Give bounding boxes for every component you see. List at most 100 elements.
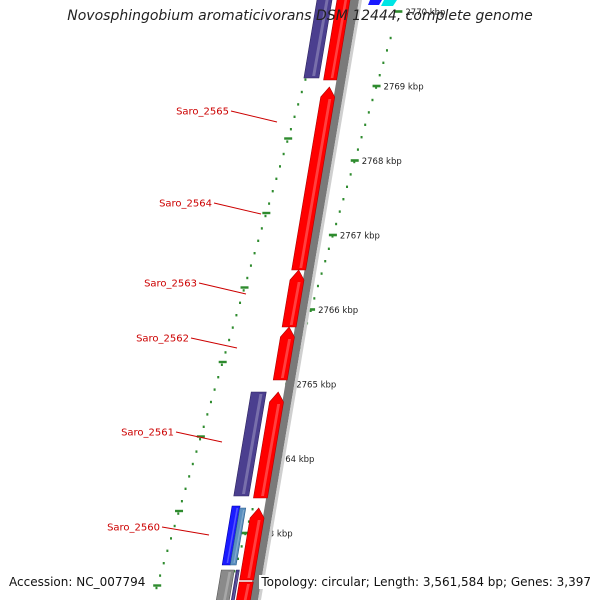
genome-backbone [249,0,359,600]
ring-dot [202,425,205,428]
ring-dot [382,61,385,64]
reverse-gene [368,0,382,5]
gene-label-leader [230,110,278,123]
ring-dot [313,297,316,300]
ring-major-tick [328,233,337,237]
gene-label-leader [161,526,210,536]
ring-dot [371,98,374,102]
forward-gene [281,269,305,328]
forward-gene-shine [289,282,301,325]
ring-dot [224,351,227,354]
ring-dot [239,301,242,304]
ring-dot [327,247,330,250]
ring-dot [251,508,254,511]
accession-text: Accession: NC_007794 [9,575,146,589]
ring-dot [375,86,378,89]
ring-minor-tick [240,286,249,289]
forward-gene-shine [261,404,281,496]
ring-dot [166,549,169,552]
gene-track [216,0,397,600]
ring-minor-tick [153,584,162,587]
ring-dot [346,185,349,188]
gene-label: Saro_2562 [136,334,189,345]
ring-dot [316,284,319,288]
forward-gene [239,507,265,581]
gene-label: Saro_2561 [121,428,174,439]
ring-dot [360,136,363,139]
tick-label: 2766 kbp [318,306,358,316]
forward-gene [323,0,351,81]
ring-minor-tick [196,435,205,438]
ring-dot [304,78,307,81]
ring-dot [159,574,162,577]
forward-gene-shine [299,99,332,268]
reverse-gene [303,0,333,79]
ring-dot [342,198,345,201]
ring-dot [237,557,240,560]
forward-gene-shine [247,520,261,578]
ring-minor-tick [175,509,184,513]
gene-label-leader [190,337,238,349]
gene-label: Saro_2563 [144,279,197,290]
forward-gene [272,326,295,381]
ring-dot [331,235,334,238]
ring-dot [349,173,352,176]
gene-label-leader [213,202,262,215]
reverse-gene [231,569,240,600]
gene-label-leader [175,431,223,443]
reverse-gene-shine [223,572,232,600]
ring-dot [385,49,388,52]
ring-dot [260,227,263,230]
forward-gene [253,391,284,499]
ring-dot [195,450,198,453]
ring-dot [353,160,356,164]
reverse-gene-shine [242,394,263,494]
reverse-gene [216,569,235,600]
ring-dot [199,438,202,441]
ring-dot [264,214,267,218]
ring-dot [275,177,278,180]
reverse-gene-shine [233,510,245,563]
ring-dot [282,152,285,156]
ring-dot [220,363,223,366]
ring-dot [162,562,165,565]
ring-dot [180,500,183,503]
topology-summary: Topology: circular; Length: 3,561,584 bp… [259,575,591,589]
reverse-gene-shine [312,0,329,76]
reverse-gene [381,0,397,6]
ring-major-tick [350,159,359,162]
ring-dot [389,36,392,40]
ring-dot [364,123,367,126]
ring-dot [293,115,296,118]
tick-label: 2763 kbp [253,530,293,540]
genome-backbone-highlight [258,0,362,600]
ring-dot [217,376,220,379]
reverse-gene-shine [232,572,239,600]
ring-dot [228,338,231,342]
ring-dot [177,512,180,515]
ring-minor-tick [262,211,271,215]
ring-dot [271,190,274,193]
ring-dot [240,545,243,548]
ring-minor-tick [284,137,293,140]
forward-gene-shine [280,339,291,378]
gene-label: Saro_2565 [176,107,229,118]
ring-dot [300,90,303,94]
ring-dot [286,140,289,143]
gene-label-leader [198,282,247,295]
ring-dot [268,202,271,205]
ring-dot [246,276,249,280]
ring-dot [191,462,194,466]
ring-dot [249,264,252,267]
reverse-gene [233,391,267,497]
gene-label: Saro_2560 [107,523,160,534]
ring-dot [170,537,173,540]
ring-dot [213,388,216,391]
tick-label: 2769 kbp [384,83,424,93]
ring-dot [209,400,212,404]
ring-dot [247,520,250,523]
ring-major-tick [394,10,403,13]
ring-dot [378,74,381,77]
genome-title: Novosphingobium aromaticivorans DSM 1244… [67,8,533,24]
ring-dot [338,210,341,213]
